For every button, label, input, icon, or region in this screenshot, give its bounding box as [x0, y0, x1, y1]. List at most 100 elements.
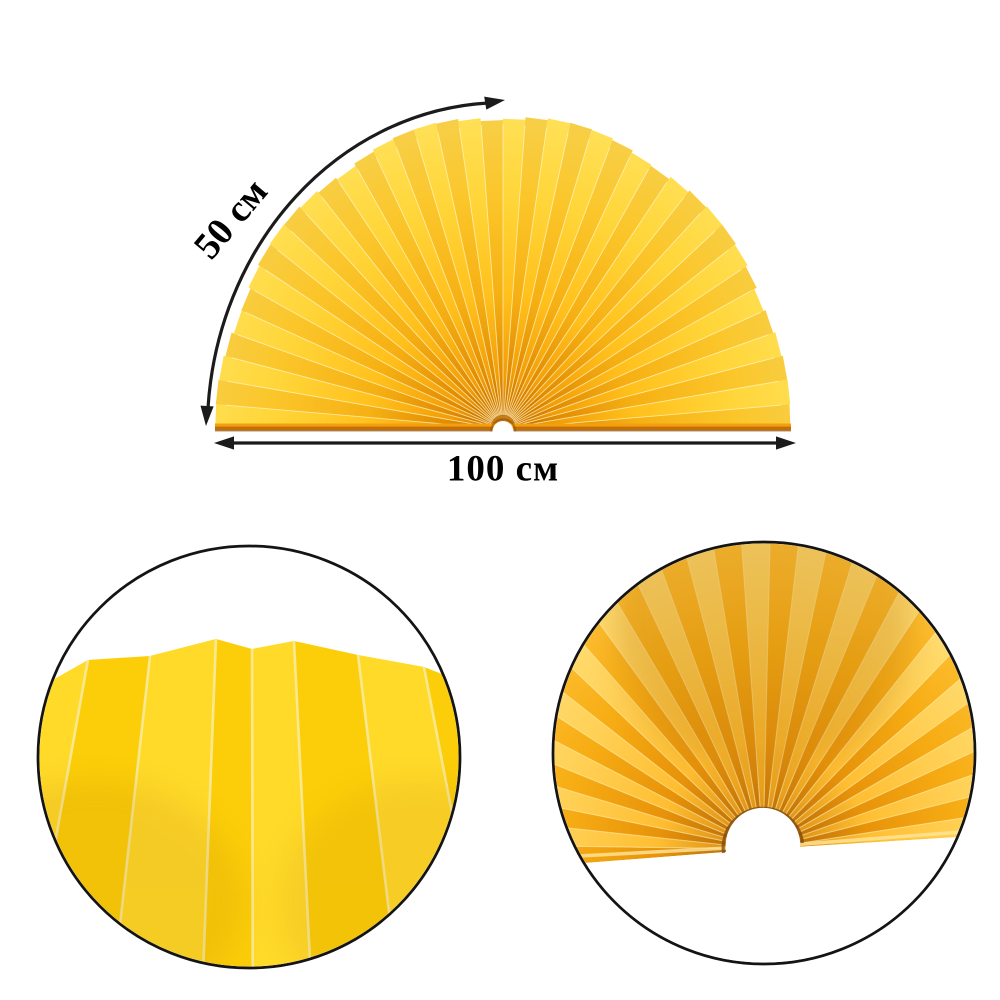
fan-fold-line [514, 311, 761, 425]
fan-fold-line [511, 196, 685, 419]
fan-fold-line [437, 132, 501, 416]
center-fold-line [554, 667, 728, 827]
fan-fold-line [395, 147, 499, 417]
fan-center-notch-shadow [490, 418, 517, 432]
fan-pleat [284, 206, 503, 429]
pleat-fold-line [250, 648, 255, 967]
fan-pleat [354, 151, 503, 429]
fan-fold-line [505, 132, 569, 416]
fan-pleat [372, 139, 503, 430]
fan-fold-line [277, 249, 493, 421]
fan-pleat [414, 122, 503, 430]
radius-dimension-arrow [200, 96, 505, 426]
center-fold-line [799, 680, 974, 829]
detail-circle-pleats [36, 544, 462, 970]
fan-pleat [318, 177, 503, 429]
fan-pleat [248, 265, 503, 429]
fan-fold-line [510, 182, 668, 418]
fan-pleat [503, 289, 764, 429]
fan-pleat [233, 310, 503, 429]
fan-fold-line [515, 357, 775, 427]
fan-fold-line [506, 138, 590, 416]
arrowhead-icon [776, 436, 796, 450]
fan-fold-line [416, 138, 500, 416]
edge-highlight [789, 830, 963, 847]
center-pleat [763, 708, 974, 849]
fan-pleat [503, 165, 670, 429]
fan-fold-line [515, 334, 769, 426]
center-pleat [763, 587, 974, 849]
fan-fold-line [480, 124, 503, 415]
fan-fold-line [507, 147, 611, 417]
fan-pleat [503, 140, 633, 429]
curved-double-arrow-icon [206, 101, 490, 410]
center-pleat [763, 680, 974, 849]
fan-pleat [225, 332, 503, 429]
fan-pleat [503, 224, 736, 429]
arrowhead-icon [484, 96, 505, 110]
fan-center-closeup [554, 543, 974, 963]
white-below-edge [554, 828, 974, 963]
pleat-face [39, 660, 88, 967]
fan-pleat [258, 244, 503, 429]
fan-pleat [392, 129, 503, 429]
fan-fold-line [321, 196, 495, 419]
width-dimension-label: 100 см [446, 448, 560, 490]
fan-fold-line [245, 311, 492, 425]
fan-fold-line [513, 269, 742, 422]
fan-fold-line [231, 357, 491, 427]
fan-fold-line [512, 230, 716, 421]
arrowhead-icon [200, 405, 214, 426]
fan-pleat [503, 130, 613, 429]
fan-pleat [503, 206, 722, 429]
fan-pleat [503, 332, 782, 429]
center-fold-line [554, 641, 731, 824]
fan-fold-line [290, 230, 494, 421]
fan-fold-line [237, 334, 491, 426]
fan-fold-line [305, 213, 495, 420]
center-fold-line [803, 766, 974, 840]
fan-fold-line [508, 157, 631, 417]
center-fold-line [554, 694, 726, 831]
fan-fold-line [509, 168, 650, 418]
fan-fold-line [503, 124, 526, 415]
fan-pleat [503, 122, 592, 429]
fan-fold-line [511, 213, 701, 420]
center-fold-line [554, 751, 723, 838]
fan-fold-line [254, 290, 492, 423]
fan-fold-line [338, 182, 496, 418]
center-pleat [554, 667, 763, 849]
fan-fold-line [356, 168, 497, 418]
center-notch [725, 807, 800, 855]
fan-product-photo [215, 117, 791, 434]
fan-pleat [503, 310, 774, 429]
fan-fold-line [227, 380, 491, 428]
center-fold-line [794, 629, 974, 823]
fan-fold-line [514, 290, 752, 423]
center-fold-line [800, 708, 974, 832]
center-pleat [554, 642, 763, 849]
center-fold-line [554, 722, 725, 834]
fan-pleat [241, 288, 504, 429]
fan-pleat [503, 266, 757, 429]
fan-pleat [337, 166, 503, 429]
center-shading [613, 543, 913, 775]
fan-fold-line [458, 127, 502, 416]
center-pleat [554, 694, 763, 849]
center-fold-line [796, 654, 974, 826]
center-pleat [554, 722, 763, 849]
pleat-closeup [39, 638, 459, 967]
edge-highlight [559, 845, 739, 859]
center-pleat [763, 654, 974, 849]
fan-pleat [503, 190, 706, 429]
center-fold-line [554, 812, 722, 846]
center-pleat [554, 597, 763, 849]
fan-center-notch [492, 421, 514, 434]
center-fold-line [802, 736, 974, 836]
fan-fold-line [375, 157, 498, 417]
fan-pleat [503, 244, 748, 429]
fan-pleat [503, 176, 689, 429]
width-dimension-arrow [214, 436, 796, 450]
